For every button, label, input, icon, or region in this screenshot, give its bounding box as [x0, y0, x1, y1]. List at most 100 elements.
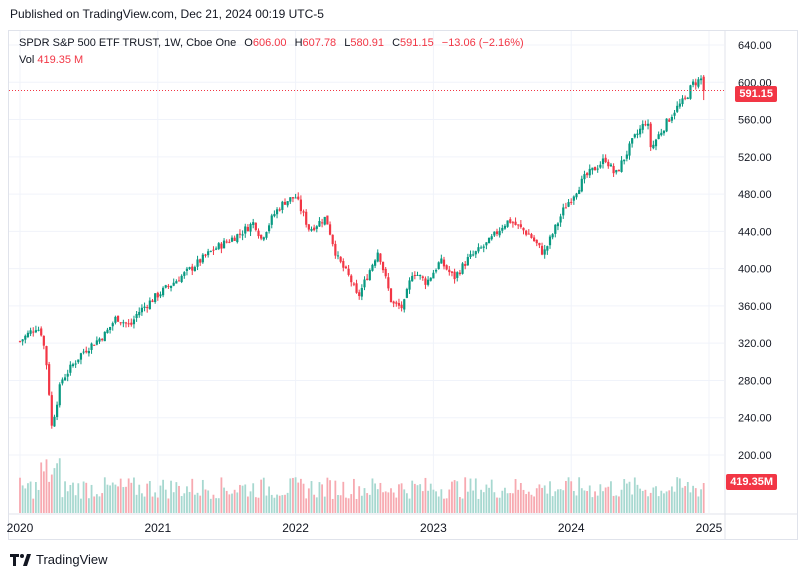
candle-body — [209, 250, 212, 252]
volume-bar — [443, 498, 445, 513]
candle-body — [570, 201, 573, 203]
volume-bar — [363, 488, 366, 513]
candle-body — [289, 197, 292, 202]
volume-bar — [167, 498, 170, 513]
volume-bar — [207, 490, 210, 513]
volume-bar — [196, 492, 199, 513]
candle-body — [201, 254, 204, 263]
candle-body — [572, 196, 575, 201]
volume-bar — [326, 477, 329, 513]
volume-bar — [572, 490, 575, 513]
candle-body — [307, 224, 310, 230]
candle-body — [18, 341, 22, 343]
candle-body — [639, 128, 642, 135]
candle-body — [63, 377, 67, 381]
candle-body — [244, 226, 247, 234]
volume-bar — [530, 494, 533, 513]
candle-body — [456, 272, 459, 278]
volume-bar — [567, 477, 570, 513]
candle-body — [109, 326, 112, 330]
candle-body — [538, 242, 541, 246]
volume-bar — [504, 487, 506, 513]
candle-body — [69, 364, 72, 373]
volume-bar — [74, 495, 77, 513]
candle-body — [548, 236, 552, 246]
candle-body — [533, 237, 536, 242]
volume-bar — [625, 483, 628, 513]
candle-body — [615, 170, 618, 173]
volume-bar — [419, 484, 422, 513]
volume-bar — [535, 488, 538, 513]
candle-body — [273, 214, 276, 217]
open-label: O — [244, 37, 253, 49]
candle-body — [535, 239, 538, 244]
volume-bar — [146, 483, 149, 513]
candle-body — [183, 272, 186, 276]
candle-body — [654, 139, 658, 147]
volume-bar — [663, 493, 665, 513]
x-tick-label: 2022 — [282, 521, 309, 535]
volume-bar — [254, 497, 257, 513]
volume-bar — [249, 491, 252, 513]
candle-body — [440, 258, 443, 264]
volume-bar — [48, 481, 51, 513]
volume-bar — [35, 482, 37, 513]
candle-body — [114, 316, 117, 323]
volume-bar — [199, 495, 202, 513]
candle-body — [591, 167, 594, 171]
volume-bar — [159, 485, 162, 513]
candle-body — [617, 169, 620, 172]
candle-body — [493, 231, 496, 236]
candle-body — [366, 278, 369, 280]
candle-body — [169, 285, 173, 288]
candle-body — [326, 215, 329, 225]
candle-body — [146, 307, 149, 309]
candle-body — [50, 395, 53, 426]
candle-body — [517, 224, 520, 226]
volume-bar — [639, 488, 641, 513]
candle-body — [474, 251, 477, 255]
volume-bar — [400, 483, 403, 513]
candle-body — [413, 274, 416, 276]
candle-body — [87, 351, 90, 354]
tradingview-logo-icon — [10, 553, 32, 567]
volume-bar — [241, 485, 244, 513]
candle-body — [151, 300, 154, 303]
volume-bar — [148, 481, 151, 513]
volume-bar — [40, 462, 43, 513]
volume-bar — [371, 478, 374, 513]
candle-body — [116, 315, 120, 322]
candle-body — [180, 275, 183, 282]
candle-body — [342, 261, 345, 268]
volume-bar — [469, 478, 472, 513]
candle-body — [188, 267, 191, 269]
volume-bar — [345, 497, 347, 513]
volume-bar — [101, 493, 104, 513]
candle-body — [448, 269, 451, 273]
symbol-title[interactable]: SPDR S&P 500 ETF TRUST, 1W, Cboe One — [19, 37, 237, 49]
candle-body — [525, 230, 528, 235]
y-tick-label: 520.00 — [738, 152, 772, 164]
volume-bar — [684, 486, 687, 513]
candle-body — [480, 247, 483, 249]
volume-bar — [498, 497, 501, 513]
candle-body — [331, 234, 334, 245]
candle-body — [657, 134, 660, 140]
candle-body — [21, 339, 24, 342]
candle-body — [93, 344, 96, 346]
brand-footer[interactable]: TradingView — [10, 552, 108, 567]
candle-body — [98, 338, 101, 342]
candle-body — [641, 123, 644, 130]
volume-bar — [459, 497, 461, 513]
candle-body — [646, 123, 650, 126]
candle-body — [620, 160, 623, 172]
volume-bar — [583, 490, 586, 513]
candle-body — [427, 279, 430, 285]
candle-body — [530, 234, 533, 238]
volume-bar — [493, 492, 496, 513]
candle-body — [26, 332, 30, 337]
last-volume-tag: 419.35M — [726, 474, 777, 490]
candle-body — [384, 268, 387, 277]
candle-body — [172, 282, 175, 286]
